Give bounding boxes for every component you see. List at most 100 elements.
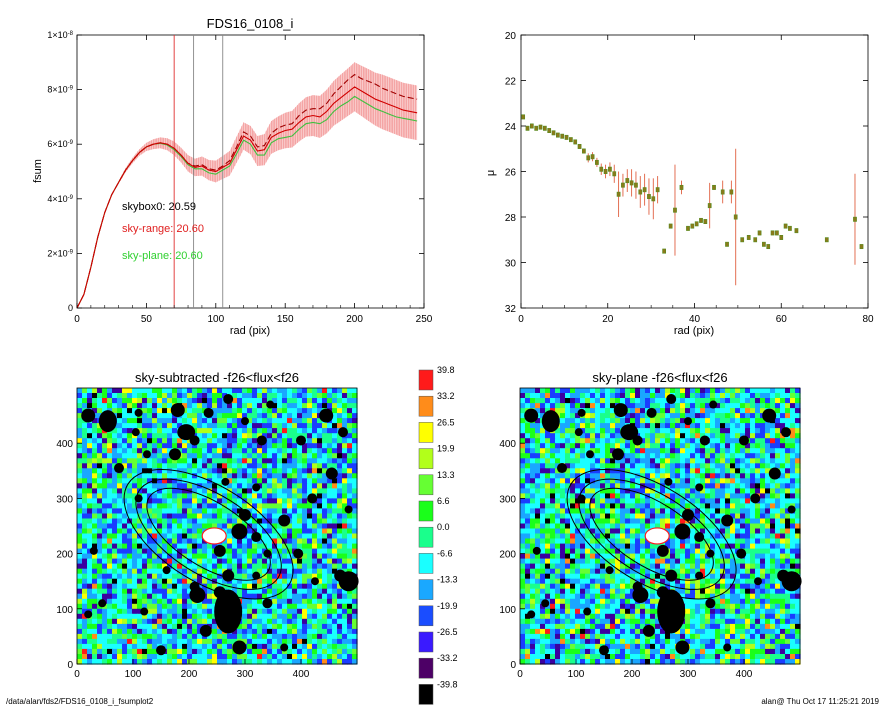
image-pixel [267,438,273,444]
image-pixel [207,503,213,509]
image-pixel [575,403,581,409]
image-pixel [555,468,561,474]
image-pixel [695,398,701,404]
image-pixel [227,483,233,489]
image-pixel [267,473,273,479]
image-pixel [202,503,208,509]
image-pixel [277,588,283,595]
image-pixel [560,408,566,414]
image-pixel [317,453,323,459]
image-pixel [272,618,278,625]
image-pixel [675,453,681,459]
image-pixel [337,603,343,610]
image-pixel [625,418,631,424]
image-pixel [690,463,696,469]
image-pixel [555,473,561,479]
image-pixel [625,443,631,449]
image-pixel [795,423,801,429]
image-pixel [117,408,123,414]
image-pixel [277,458,283,464]
image-pixel [600,493,606,499]
image-pixel [565,478,571,484]
image-pixel [102,659,108,665]
image-pixel [87,478,93,484]
image-pixel [122,413,128,419]
image-pixel [790,408,796,414]
image-pixel [635,423,641,429]
profile-y-label: fsum [32,159,44,183]
image-pixel [187,418,193,424]
image-pixel [317,563,323,570]
image-pixel [242,398,248,404]
image-pixel [152,428,158,434]
image-pixel [695,443,701,449]
colorbar-label: -13.3 [437,575,458,585]
image-pixel [795,408,801,414]
image-pixel [137,623,143,630]
image-pixel [107,488,113,494]
image-pixel [182,483,188,489]
image-pixel [207,438,213,444]
image-pixel [755,433,761,439]
image-pixel [137,423,143,429]
image-pixel [615,443,621,449]
image-pixel [725,458,731,464]
image-pixel [117,598,123,605]
image-pixel [332,463,338,469]
image-pixel [645,453,651,459]
image-pixel [635,468,641,474]
image-pixel [342,638,348,645]
image-pixel [82,518,88,525]
image-pixel [760,463,766,469]
image-pixel [142,503,148,509]
image-pixel [267,503,273,509]
image-pixel [550,473,556,479]
image-pixel [282,593,288,600]
image-pixel [337,553,343,560]
image-pixel [242,623,248,630]
image-pixel [685,468,691,474]
image-pixel [262,493,268,499]
image-pixel [82,543,88,550]
image-pixel [207,573,213,580]
image-pixel [750,428,756,434]
image-pixel [277,478,283,484]
image-pixel [277,463,283,469]
colorbar-swatch [418,474,434,496]
image-pixel [580,513,586,520]
image-pixel [207,613,213,620]
image-pixel [317,478,323,484]
x-tick-label: 40 [689,314,701,325]
image-pixel [77,618,83,625]
image-pixel [147,648,153,655]
image-pixel [332,443,338,449]
image-pixel [550,443,556,449]
image-pixel [655,393,661,399]
image-pixel [645,423,651,429]
image-pixel [760,503,766,509]
image-pixel [152,553,158,560]
colorbar-swatch [418,500,434,522]
image-pixel [347,403,353,409]
image-pixel [585,438,591,444]
image-pixel [277,418,283,424]
image-pixel [132,633,138,640]
image-pixel [540,403,546,409]
image-pixel [307,413,313,419]
image-pixel [312,523,318,530]
image-pixel [112,593,118,600]
image-pixel [720,483,726,489]
image-pixel [152,483,158,489]
image-pixel [670,418,676,424]
image-pixel [555,478,561,484]
image-pixel [247,618,253,625]
image-pixel [680,448,686,454]
image-pixel [222,443,228,449]
image-pixel [77,593,83,600]
image-pixel [182,598,188,605]
image-pixel [745,483,751,489]
image-pixel [650,433,656,439]
image-pixel [790,443,796,449]
image-pixel [700,388,706,394]
image-pixel [635,508,641,514]
